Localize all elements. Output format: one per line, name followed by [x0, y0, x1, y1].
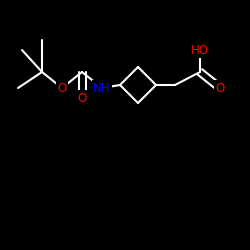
Text: HO: HO: [191, 44, 209, 57]
Text: O: O: [58, 82, 66, 94]
Text: O: O: [216, 82, 224, 94]
Text: NH: NH: [93, 82, 111, 94]
Text: O: O: [78, 92, 87, 104]
